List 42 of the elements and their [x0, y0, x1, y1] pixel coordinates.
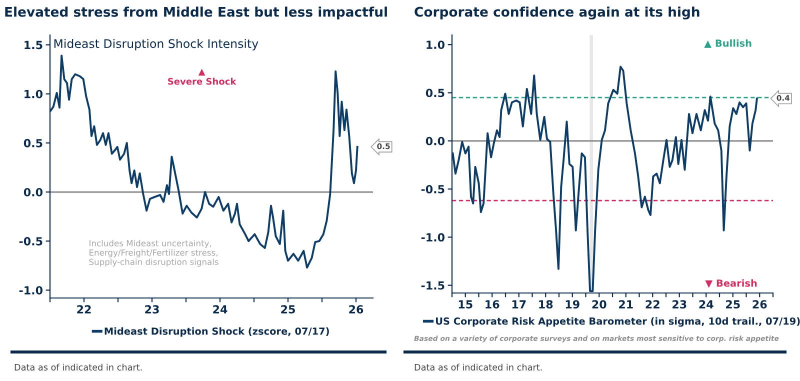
- x-tick-label: 16: [486, 300, 500, 309]
- chart-title: Elevated stress from Middle East but less impactful: [5, 6, 387, 20]
- x-tick-label: 23: [672, 300, 686, 309]
- x-tick-label: 17: [512, 300, 526, 308]
- y-tick-label: 1.5: [24, 40, 42, 50]
- x-tick-label: 26: [349, 305, 364, 314]
- y-tick-label: -0.5: [19, 237, 42, 246]
- chart-title: Corporate confidence again at its high: [414, 6, 700, 20]
- line-series: [50, 54, 358, 269]
- x-tick-label: 24: [213, 305, 228, 314]
- x-tick-label: 18: [539, 300, 553, 309]
- x-tick-label: 26: [752, 300, 767, 309]
- y-tick-label: 0.5: [426, 88, 444, 98]
- y-tick-label: -1.5: [421, 281, 444, 290]
- text: Data as of indicated in chart.: [14, 364, 142, 371]
- annotation: ▼ Bearish: [705, 279, 757, 288]
- annotation: ▲ Severe Shock: [168, 68, 236, 85]
- y-tick-label: 1.0: [426, 40, 445, 50]
- x-tick-label: 22: [77, 305, 91, 314]
- legend-label: Mideast Disruption Shock (zscore, 07/17): [104, 327, 329, 337]
- y-tick-label: 1.0: [24, 90, 43, 98]
- line-series: [452, 66, 758, 292]
- annotation: ▲ Bullish: [704, 39, 752, 48]
- x-tick-label: 25: [726, 300, 740, 309]
- x-tick-label: 22: [646, 300, 660, 308]
- x-tick-label: 15: [458, 300, 472, 309]
- y-tick-label: -1.0: [421, 233, 445, 242]
- x-tick-label: 19: [566, 300, 580, 309]
- y-tick-label: -0.5: [421, 185, 444, 194]
- x-tick-label: 24: [699, 300, 714, 308]
- x-tick-label: 25: [281, 305, 295, 314]
- x-tick-label: 21: [619, 300, 633, 308]
- x-tick-label: 20: [592, 300, 606, 309]
- y-tick-label: 0.0: [24, 188, 43, 196]
- y-tick-label: -1.0: [19, 286, 43, 295]
- x-tick-label: 23: [145, 305, 159, 314]
- annotation: Includes Mideast uncertainty, Energy/Freight/Fertilizer stress, Supply-chain disruption signals: [89, 240, 218, 267]
- text: Data as of indicated in chart.: [414, 364, 542, 371]
- y-tick-label: 0.0: [426, 136, 445, 146]
- y-tick-label: 0.5: [24, 138, 42, 148]
- chart-subtitle: Mideast Disruption Shock Intensity: [54, 38, 258, 50]
- legend-label: US Corporate Risk Appetite Barometer (in sigma, 10d trail., 07/19): [436, 317, 800, 327]
